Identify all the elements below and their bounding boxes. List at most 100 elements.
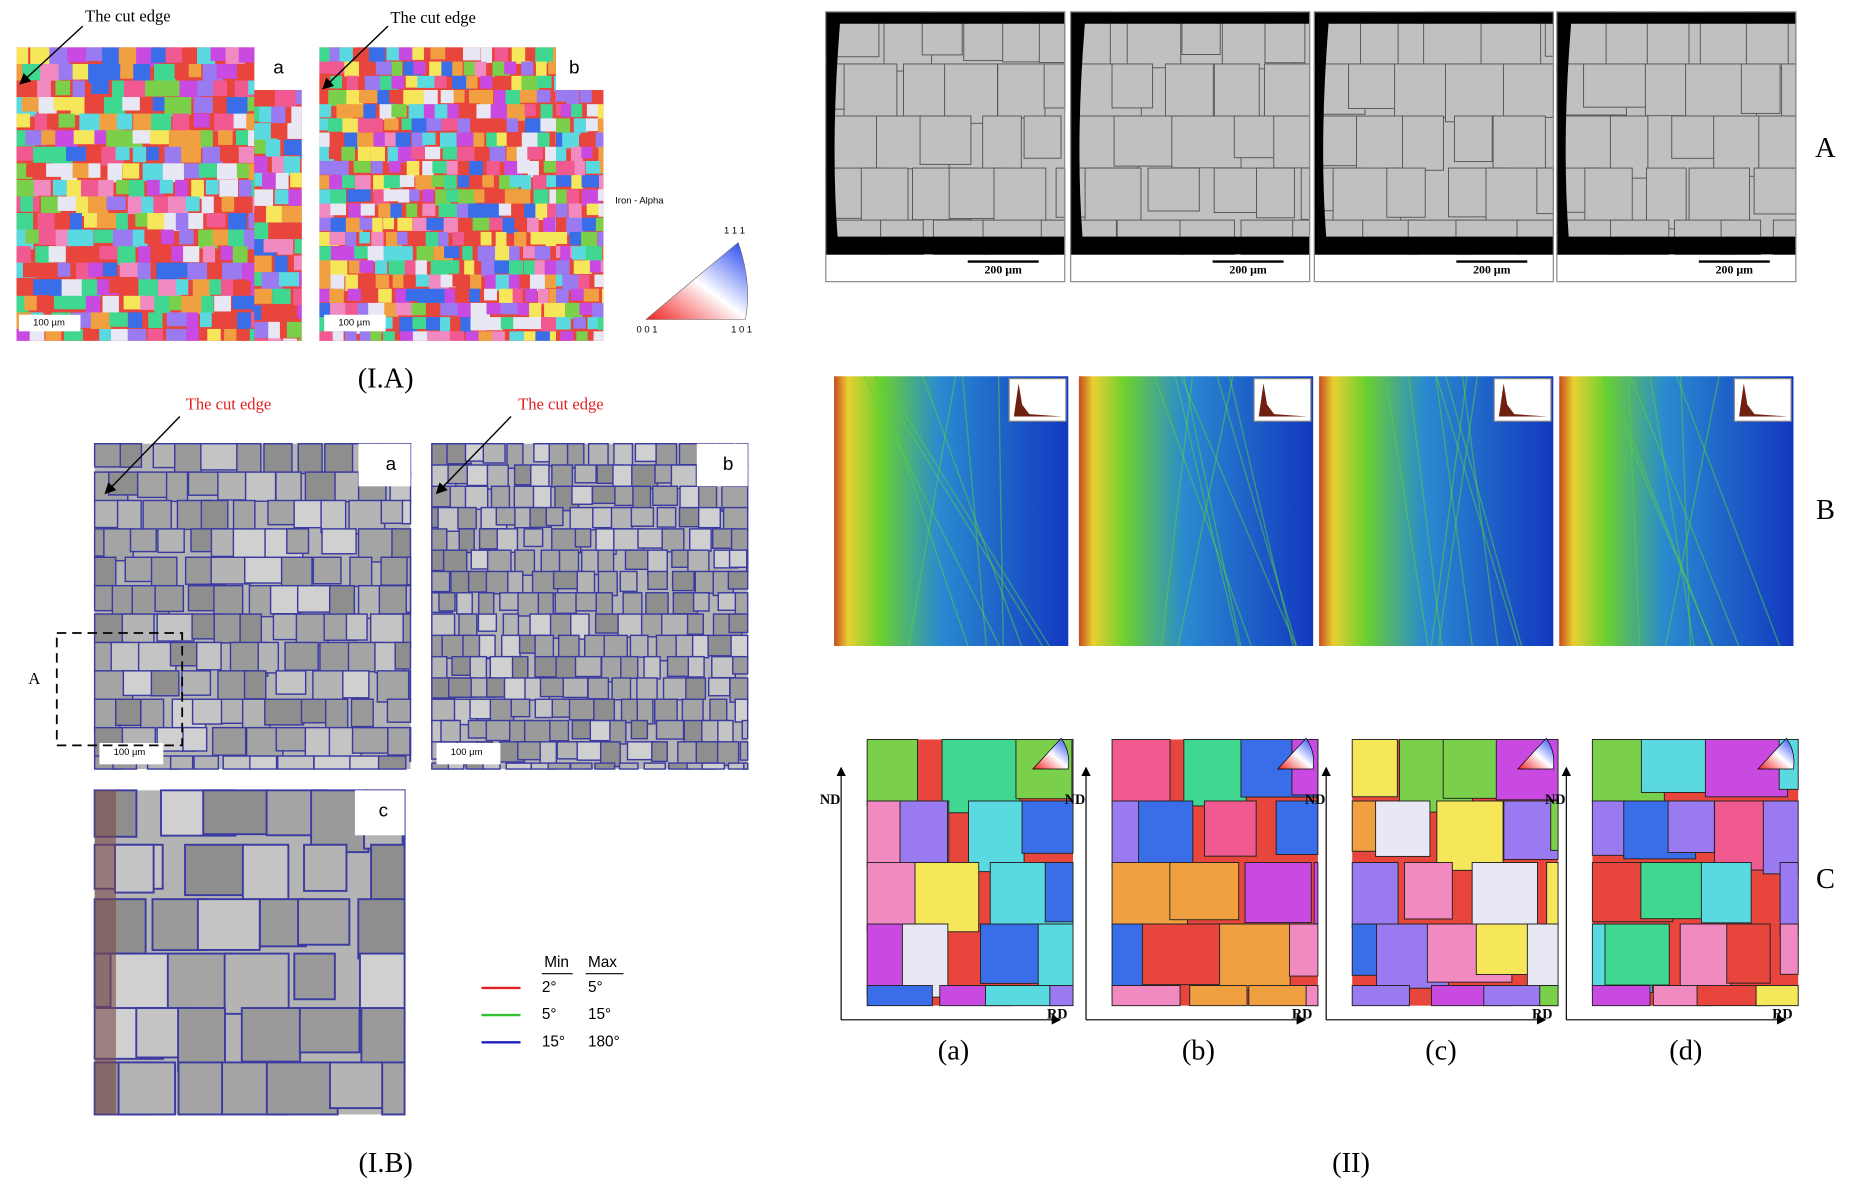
grain	[1055, 167, 1066, 218]
grain	[510, 698, 531, 718]
grain	[560, 331, 574, 341]
grain	[569, 506, 597, 531]
grain	[513, 317, 533, 329]
grain	[578, 274, 590, 289]
axis-label: ND	[1065, 792, 1086, 808]
grain	[1755, 985, 1799, 1007]
grain	[249, 328, 255, 341]
grain	[652, 485, 679, 507]
grain	[411, 302, 430, 316]
grain	[511, 75, 523, 91]
grain	[122, 163, 140, 179]
grain	[562, 132, 580, 149]
grain	[405, 288, 420, 302]
grain	[601, 288, 604, 306]
grain	[442, 146, 458, 160]
grain	[335, 160, 349, 177]
grain	[566, 189, 580, 207]
grain	[61, 279, 83, 297]
grain	[359, 260, 374, 273]
grain	[464, 485, 489, 511]
grain	[156, 246, 170, 263]
column-label: (b)	[1182, 1035, 1215, 1066]
grain	[556, 189, 570, 206]
grain	[1700, 862, 1752, 924]
grain	[144, 229, 158, 244]
grain	[587, 317, 599, 330]
grain	[554, 75, 557, 92]
grain	[843, 63, 898, 118]
grain	[378, 288, 392, 303]
grain	[297, 305, 302, 319]
grain	[630, 506, 655, 527]
grain	[480, 75, 493, 89]
grain	[133, 63, 151, 82]
grain	[456, 132, 476, 147]
grain	[415, 260, 427, 276]
grain	[362, 61, 375, 74]
grain	[1584, 167, 1633, 230]
grain	[106, 196, 126, 211]
grain	[339, 47, 353, 64]
grain	[593, 698, 616, 724]
grain	[111, 328, 134, 341]
grain	[412, 217, 431, 232]
grain	[661, 528, 685, 553]
grain	[346, 75, 358, 93]
grain	[533, 189, 549, 206]
grain	[191, 698, 224, 725]
grain	[1526, 923, 1559, 991]
grain	[474, 146, 489, 162]
grain	[201, 196, 214, 214]
grain	[26, 163, 40, 177]
grain	[505, 89, 521, 107]
grain	[147, 328, 163, 341]
streak	[1435, 376, 1519, 647]
grain	[1781, 63, 1797, 122]
grain	[1111, 63, 1154, 109]
grain	[320, 499, 347, 534]
grain	[1667, 800, 1715, 854]
grain	[1591, 985, 1651, 1007]
grain	[384, 302, 399, 317]
arrow	[435, 416, 512, 495]
grain	[103, 528, 134, 562]
grain	[146, 179, 163, 196]
grain	[214, 295, 231, 312]
grain	[587, 677, 610, 700]
grain	[734, 698, 749, 723]
grain	[191, 179, 204, 199]
grain	[16, 213, 34, 231]
streak	[1180, 375, 1297, 647]
histogram	[1258, 383, 1308, 417]
grain	[345, 217, 364, 233]
grain	[594, 762, 616, 770]
legend-max: 15°	[588, 1006, 611, 1023]
grain	[688, 528, 712, 552]
grain	[33, 146, 55, 163]
grain	[82, 246, 103, 264]
grain	[470, 274, 482, 289]
grain	[55, 213, 72, 231]
grain	[622, 592, 643, 617]
grain	[431, 655, 448, 681]
grain	[440, 89, 455, 104]
strain-map	[1078, 375, 1314, 647]
grain	[685, 677, 707, 701]
grain	[264, 698, 305, 726]
grain	[165, 471, 189, 503]
grain	[411, 132, 425, 148]
grain	[201, 295, 214, 314]
streak	[1407, 376, 1443, 647]
annotation: The cut edge	[390, 8, 475, 27]
grain	[330, 260, 348, 277]
grain	[1688, 167, 1750, 223]
grain	[359, 331, 376, 341]
grain	[496, 528, 519, 554]
legend-corner: 1 0 1	[731, 325, 752, 336]
grain	[169, 755, 194, 770]
grain	[267, 338, 282, 341]
grain	[16, 146, 38, 161]
grain	[157, 528, 185, 554]
grain	[351, 726, 389, 754]
